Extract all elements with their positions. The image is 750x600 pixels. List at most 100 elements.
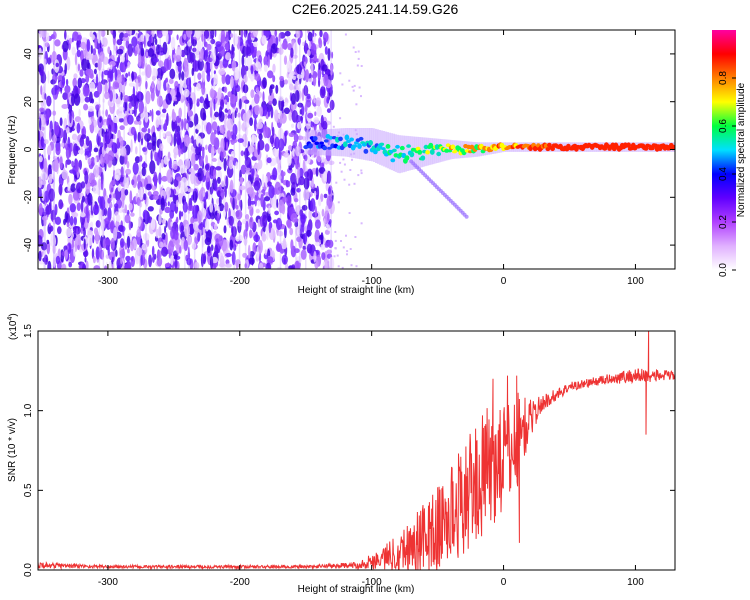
spectrogram-noise-cell [248,145,255,153]
x-tick-label: -100 [362,577,382,588]
spectrogram-signal-cell [450,144,456,150]
spectrogram-noise-cell [46,32,50,43]
spectrogram-noise-cell [180,211,184,217]
spectrogram-noise-streak [279,30,282,269]
spectrogram-noise-cell [90,116,95,123]
spectrogram-noise-cell [254,73,261,82]
spectrogram-noise-cell [147,128,151,134]
spectrogram-noise-cell [245,220,249,232]
spectrogram-noise-cell [155,110,161,116]
spectrogram-noise-cell [297,167,301,180]
spectrogram-noise-cell [304,40,307,54]
spectrogram-noise-cell [220,148,223,163]
spectrogram-noise-cell [177,62,182,73]
spectrogram-noise-cell [211,145,215,159]
spectrogram-noise-cell [282,196,288,203]
spectrogram-noise-cell [157,60,164,67]
spectrogram-noise-cell [249,117,254,126]
spectrogram-noise-cell [238,235,243,242]
spectrogram-noise-cell [183,46,191,56]
spectrogram-noise-cell [301,204,308,211]
spectrogram-noise-cell [90,44,93,55]
spectrogram-noise-cell [235,260,239,269]
spectrogram-noise-cell [227,114,232,120]
spectrogram-signal-halo [323,129,326,156]
spectrogram-noise-cell [229,33,234,38]
spectrogram-noise-cell [160,197,166,211]
spectrogram-noise-cell [143,161,146,167]
spectrogram-noise-cell [265,191,270,197]
spectrogram-noise-cell [229,94,237,104]
spectrogram-noise-cell [131,36,138,47]
spectrogram-noise-cell [306,243,313,254]
spectrogram-noise-cell [164,206,171,214]
spectrogram-noise-cell [113,227,118,241]
spectrogram-noise-cell [40,116,46,127]
spectrogram-noise-cell [239,176,243,185]
spectrogram-noise-cell [305,69,310,83]
spectrogram-noise-cell [65,227,72,238]
spectrogram-noise-cell [348,183,351,186]
spectrogram-noise-cell [247,205,253,210]
spectrogram-noise-cell [90,73,94,79]
spectrogram-signal-cell [338,136,343,142]
spectrogram-noise-cell [123,95,129,103]
spectrogram-noise-cell [136,174,141,183]
spectrogram-noise-cell [334,231,337,233]
spectrogram-noise-cell [168,78,174,85]
spectrogram-noise-cell [44,42,50,48]
spectrogram-signal-cell [312,136,318,141]
spectrogram-noise-cell [257,218,261,228]
spectrogram-noise-cell [123,175,129,189]
spectrogram-noise-cell [164,225,167,234]
spectrogram-noise-cell [218,111,225,122]
spectrogram-noise-cell [233,67,240,81]
spectrogram-noise-cell [105,238,111,246]
spectrogram-noise-cell [126,114,134,125]
spectrogram-noise-cell [130,240,134,252]
spectrogram-noise-cell [231,251,236,266]
spectrogram-noise-cell [182,212,188,221]
colorbar-tick-label: 0.8 [718,71,729,85]
spectrogram-signal-cell [314,141,320,146]
spectrogram-noise-cell [234,33,238,40]
spectrogram-noise-cell [267,70,274,79]
spectrogram-noise-streak [201,30,204,269]
spectrogram-noise-cell [161,246,168,257]
spectrogram-noise-cell [207,62,211,77]
spectrogram-noise-cell [208,50,212,55]
spectrogram-signal-cell [415,146,421,151]
spectrogram-signal-halo [331,128,334,156]
spectrogram-noise-cell [231,226,237,238]
spectrogram-noise-cell [136,228,141,238]
spectrogram-signal-cell [445,143,451,148]
spectrogram-noise-cell [313,117,320,125]
spectrogram-noise-cell [357,174,360,177]
spectrogram-noise-cell [145,90,151,105]
spectrogram-noise-cell [235,161,239,170]
spectrogram-noise-cell [84,257,87,263]
spectrogram-signal-halo [311,130,314,155]
spectrogram-noise-cell [313,250,317,263]
spectrogram-signal-halo [436,138,439,163]
spectrogram-noise-cell [169,209,175,219]
spectrogram-image [38,30,675,269]
spectrogram-noise-cell [77,34,82,41]
spectrogram-noise-cell [83,249,89,258]
spectrogram-noise-cell [141,166,147,177]
spectrogram-noise-cell [211,121,218,131]
spectrogram-noise-cell [301,220,305,234]
spectrogram-signal-cell [390,158,396,163]
spectrogram-noise-cell [284,130,288,137]
x-tick-label: 0 [501,577,507,588]
spectrogram-noise-cell [137,54,142,68]
spectrogram-noise-cell [244,99,250,104]
spectrogram-noise-cell [214,244,219,257]
spectrogram-signal-halo [384,131,388,168]
spectrogram-signal-cell [379,142,385,146]
spectrogram-noise-cell [135,78,139,92]
spectrogram-noise-cell [322,156,325,163]
spectrogram-noise-cell [80,227,84,235]
spectrogram-noise-cell [86,210,90,224]
spectrogram-noise-cell [258,54,263,64]
